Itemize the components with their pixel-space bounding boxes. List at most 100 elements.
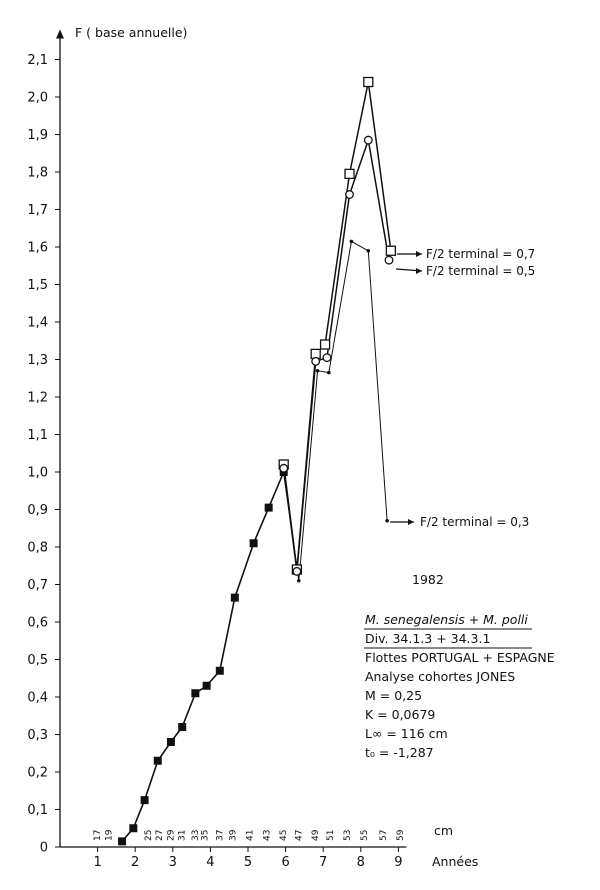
annotation-m: M = 0,25 (365, 688, 422, 703)
y-tick-label: 0,4 (27, 691, 48, 706)
annotation-analysis: Analyse cohortes JONES (365, 669, 515, 684)
y-ticks: 0 0,1 0,2 0,3 0,4 0,5 0,6 0,7 0,8 0,9 1,0 1,1 1,2 1,3… (27, 53, 60, 856)
arrowhead-07 (416, 251, 422, 257)
cm-tick-label: 31 (178, 830, 188, 841)
common-point (178, 723, 187, 731)
y-tick-label: 1,2 (27, 391, 48, 406)
point-circle (279, 463, 289, 473)
y-tick-label: 1,1 (27, 428, 48, 443)
y-tick-label: 1,7 (27, 203, 48, 218)
cm-tick-label: 49 (311, 829, 321, 841)
common-point (191, 689, 200, 698)
y-tick-label: 0,2 (27, 766, 48, 781)
cm-tick-label: 43 (262, 830, 272, 841)
x-tick-label: 7 (319, 855, 327, 870)
info-box: 1982 M. senegalensis + M. polli Div. 34.… (364, 572, 555, 760)
cm-tick-label: 39 (228, 829, 238, 841)
common-point (153, 756, 162, 765)
cm-tick-label: 59 (396, 829, 406, 841)
annotation-t0: t₀ = -1,287 (365, 745, 434, 760)
y-tick-label: 0,9 (27, 503, 48, 518)
x-tick-label: 8 (357, 855, 365, 870)
y-tick-label: 1,4 (27, 316, 48, 331)
x-tick-label: 2 (131, 855, 139, 870)
y-axis-arrow (56, 29, 64, 39)
annotation-k: K = 0,0679 (365, 707, 435, 722)
cm-tick-label: 51 (326, 830, 336, 841)
y-tick-label: 0,6 (27, 616, 48, 631)
x-ticks: 1 2 3 4 5 6 7 8 9 (93, 847, 403, 870)
point-dot (315, 368, 320, 373)
annotation-fleets: Flottes PORTUGAL + ESPAGNE (365, 650, 555, 665)
annotation-species: M. senegalensis + M. polli (365, 612, 528, 627)
y-tick-label: 2,0 (27, 91, 48, 106)
arrowhead-03 (408, 519, 414, 525)
cm-tick-label: 25 (144, 830, 154, 841)
point-circle (345, 190, 354, 199)
common-point (230, 593, 239, 602)
x2-axis-label: cm (434, 823, 453, 838)
cm-tick-label: 53 (343, 830, 353, 841)
annotation-year: 1982 (412, 572, 444, 587)
y-tick-label: 0,5 (27, 653, 48, 668)
common-point (166, 738, 175, 746)
y-tick-label: 1,8 (27, 166, 48, 181)
y-tick-label: 1,6 (27, 241, 48, 256)
point-square (363, 76, 374, 88)
cm-tick-label: 57 (379, 830, 389, 841)
annotation-division: Div. 34.1.3 + 34.3.1 (365, 631, 490, 646)
cm-tick-label: 27 (155, 830, 165, 841)
series-line-05 (282, 139, 390, 572)
point-square (344, 168, 355, 180)
y-axis-label: F ( base annuelle) (75, 25, 187, 40)
series-markers (118, 76, 397, 846)
common-point (129, 824, 138, 833)
x-tick-label: 4 (206, 855, 214, 870)
point-circle (311, 356, 321, 366)
common-point (118, 837, 127, 846)
cm-tick-label: 33 (191, 830, 201, 841)
y-tick-label: 2,1 (27, 53, 48, 68)
point-circle (384, 255, 394, 265)
common-point (215, 666, 224, 675)
cm-tick-label: 19 (104, 829, 114, 841)
arrowhead-05 (416, 268, 422, 274)
cm-tick-label: 35 (200, 830, 210, 841)
x-tick-label: 6 (281, 855, 289, 870)
common-point (140, 796, 149, 805)
cm-tick-label: 45 (279, 830, 289, 841)
point-dot (327, 370, 331, 375)
y-tick-label: 0,7 (27, 578, 48, 593)
y-tick-label: 0,3 (27, 728, 48, 743)
x-tick-label: 3 (169, 855, 177, 870)
cm-tick-label: 47 (294, 830, 304, 841)
x-tick-label: 9 (394, 855, 402, 870)
cm-tick-label: 29 (166, 829, 176, 841)
y-tick-label: 1,5 (27, 278, 48, 293)
x-tick-label: 5 (244, 855, 252, 870)
cm-ticks: 17 19 25 27 29 31 33 35 37 39 41 43 45 47 49 51 53 55 57 59 (93, 829, 406, 841)
point-dot (366, 248, 371, 253)
y-tick-label: 0,1 (27, 803, 48, 818)
point-square (385, 245, 397, 256)
common-series-line (121, 471, 285, 842)
cm-tick-label: 37 (215, 830, 225, 841)
y-tick-label: 1,3 (27, 353, 48, 368)
point-circle (292, 566, 302, 576)
label-series-07: F/2 terminal = 0,7 (426, 247, 535, 261)
series-labels: F/2 terminal = 0,7 F/2 terminal = 0,5 F/… (390, 247, 535, 529)
y-tick-label: 1,9 (27, 128, 48, 143)
cm-tick-label: 41 (245, 830, 255, 841)
label-series-03: F/2 terminal = 0,3 (420, 515, 529, 529)
point-dot (385, 518, 389, 523)
x-axis-label: Années (432, 854, 478, 869)
point-square (319, 339, 331, 350)
y-tick-label: 1,0 (27, 466, 48, 481)
label-series-05: F/2 terminal = 0,5 (426, 264, 535, 278)
y-tick-label: 0,8 (27, 541, 48, 556)
point-circle (322, 353, 332, 363)
x-tick-label: 1 (93, 855, 101, 870)
common-point (249, 539, 258, 548)
point-dot (296, 578, 301, 583)
